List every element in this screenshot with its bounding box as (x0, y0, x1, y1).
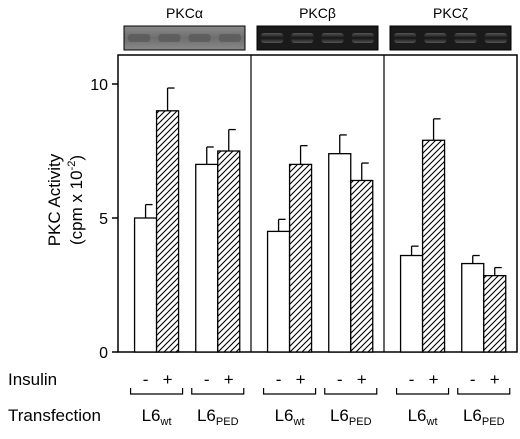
data-bar (133, 217, 158, 353)
transfection-label-main: L6 (275, 406, 294, 425)
insulin-sign: - (276, 370, 282, 389)
data-bar (421, 139, 446, 353)
transfection-label: L6wt (408, 406, 438, 428)
transfection-label: L6wt (142, 406, 172, 428)
y-axis-label-line1: PKC Activity (45, 153, 64, 246)
blot-band (321, 33, 344, 43)
y-axis-label-line2: (cpm x 10-2) (66, 155, 86, 245)
transfection-label-sub: PED (216, 416, 239, 428)
insulin-sign: + (429, 370, 439, 389)
data-bar (195, 163, 219, 353)
insulin-sign: - (143, 370, 149, 389)
transfection-label-main: L6 (408, 406, 427, 425)
blot-band (351, 33, 374, 43)
data-bar (399, 254, 424, 353)
data-bar (217, 150, 241, 353)
transfection-label-sub: PED (482, 416, 505, 428)
group-bracket (129, 388, 184, 395)
insulin-sign: + (163, 370, 173, 389)
data-bar (155, 110, 180, 353)
plot-frame (117, 54, 518, 353)
blot-band (291, 33, 314, 43)
y-tick-label: 10 (90, 77, 108, 94)
transfection-label-sub: wt (293, 416, 305, 428)
data-bar (483, 274, 507, 353)
transfection-row-label: Transfection (8, 406, 101, 425)
insulin-sign: - (409, 370, 415, 389)
transfection-label-main: L6 (330, 406, 349, 425)
insulin-sign: - (204, 370, 210, 389)
blot-band (261, 33, 284, 43)
insulin-sign: + (357, 370, 367, 389)
y-axis-label-close: ) (67, 155, 86, 161)
y-tick-label: 0 (99, 345, 108, 362)
blot-band (484, 33, 507, 43)
data-bar (328, 153, 352, 353)
group-bracket (262, 388, 317, 395)
blot-band (218, 34, 241, 42)
y-axis-label-main: (cpm x 10 (67, 170, 86, 245)
group-bracket (324, 388, 378, 395)
y-tick-label: 5 (99, 211, 108, 228)
blot-band (424, 33, 447, 43)
data-bar (461, 262, 485, 353)
transfection-label-sub: wt (426, 416, 438, 428)
transfection-label-sub: wt (160, 416, 172, 428)
transfection-label-sub: PED (349, 416, 372, 428)
data-bar (266, 230, 291, 353)
transfection-label-main: L6 (463, 406, 482, 425)
insulin-sign: + (490, 370, 500, 389)
insulin-sign: + (224, 370, 234, 389)
transfection-label: L6PED (330, 406, 372, 428)
insulin-sign: - (337, 370, 343, 389)
data-bar (350, 179, 374, 353)
transfection-label-main: L6 (197, 406, 216, 425)
y-axis-label-exponent: -2 (66, 161, 78, 171)
data-bar (288, 163, 313, 353)
transfection-label: L6PED (463, 406, 505, 428)
transfection-label: L6wt (275, 406, 305, 428)
panel-title: PKCβ (299, 5, 336, 21)
group-bracket (191, 388, 245, 395)
panel-title: PKCζ (433, 5, 468, 21)
panel-title: PKCα (166, 5, 203, 21)
insulin-row-label: Insulin (8, 370, 57, 389)
blot-band (188, 34, 211, 42)
blot-band (158, 34, 181, 42)
insulin-sign: - (470, 370, 476, 389)
transfection-label-main: L6 (142, 406, 161, 425)
insulin-sign: + (296, 370, 306, 389)
group-bracket (457, 388, 511, 395)
blot-band (394, 33, 417, 43)
transfection-label: L6PED (197, 406, 239, 428)
blot-band (454, 33, 477, 43)
group-bracket (395, 388, 450, 395)
blot-band (128, 34, 151, 42)
